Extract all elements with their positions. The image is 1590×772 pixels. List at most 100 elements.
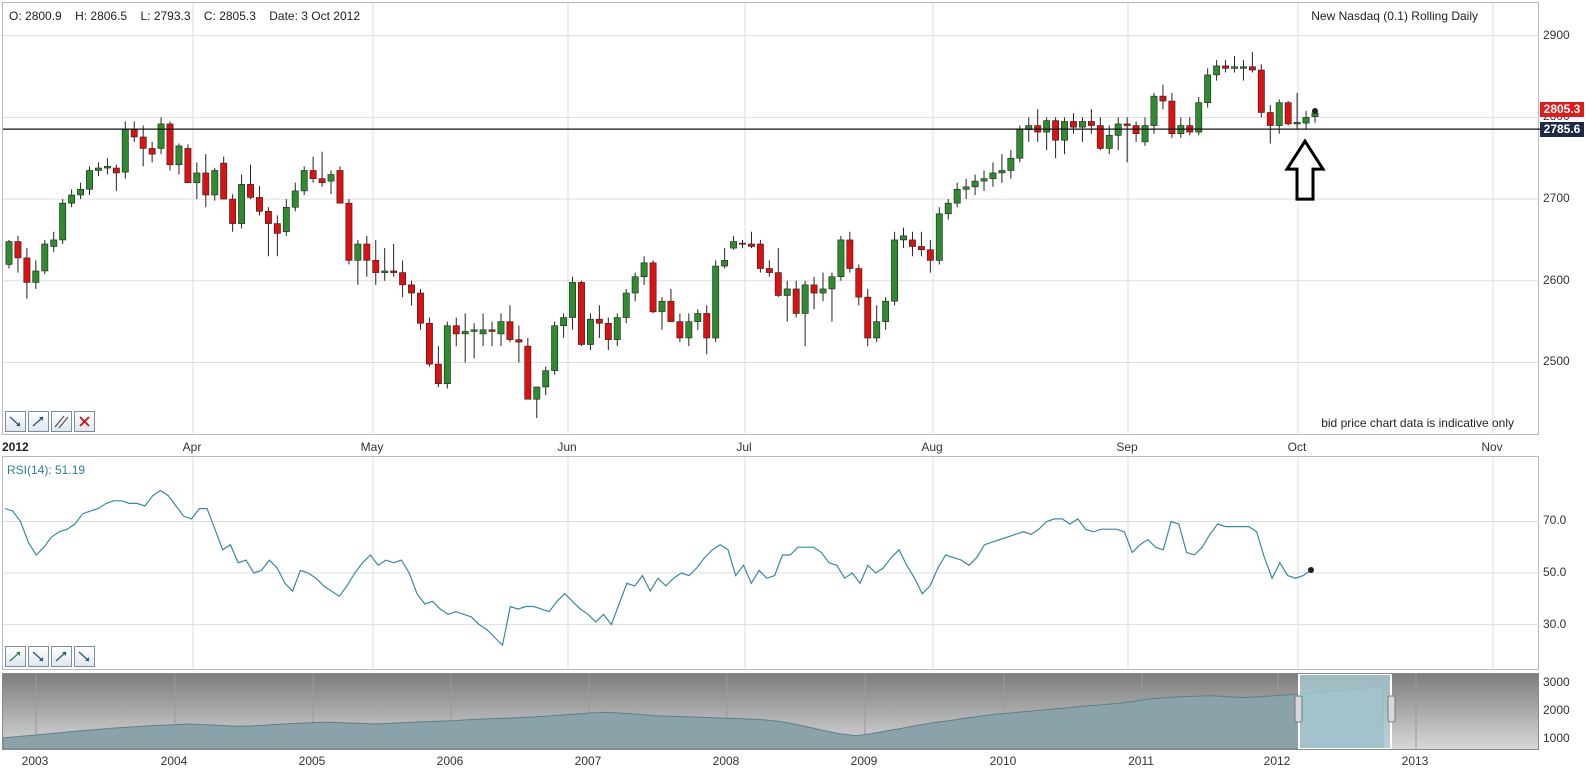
- candle[interactable]: [703, 305, 711, 355]
- candle[interactable]: [41, 239, 49, 275]
- candle[interactable]: [551, 321, 559, 375]
- candle[interactable]: [282, 199, 290, 236]
- candle[interactable]: [801, 280, 809, 347]
- candle[interactable]: [604, 317, 612, 351]
- candle[interactable]: [23, 248, 31, 299]
- candle[interactable]: [506, 305, 514, 343]
- candle[interactable]: [1168, 92, 1176, 138]
- candle[interactable]: [336, 166, 344, 204]
- navigator-left-handle[interactable]: [1294, 695, 1303, 723]
- candle[interactable]: [273, 215, 281, 257]
- candle[interactable]: [917, 231, 925, 257]
- candle[interactable]: [95, 162, 102, 177]
- candle[interactable]: [980, 170, 988, 191]
- candle[interactable]: [318, 151, 326, 187]
- candle[interactable]: [1150, 92, 1158, 134]
- candle[interactable]: [1275, 99, 1283, 134]
- candle[interactable]: [291, 182, 299, 212]
- candle[interactable]: [962, 178, 970, 200]
- candle[interactable]: [1132, 121, 1140, 142]
- candle[interactable]: [1248, 52, 1256, 73]
- candle[interactable]: [935, 207, 943, 265]
- parallel-lines-tool[interactable]: [51, 411, 72, 432]
- candle[interactable]: [14, 235, 22, 273]
- candle[interactable]: [873, 305, 881, 343]
- candle[interactable]: [909, 231, 916, 257]
- candle[interactable]: [1034, 109, 1042, 142]
- candle[interactable]: [649, 260, 657, 314]
- candle[interactable]: [372, 239, 380, 285]
- candle[interactable]: [783, 280, 791, 322]
- candle[interactable]: [998, 154, 1006, 183]
- candle[interactable]: [1213, 60, 1221, 81]
- trendline-up-tool[interactable]: [28, 411, 49, 432]
- candle[interactable]: [461, 313, 469, 363]
- candle[interactable]: [139, 125, 147, 167]
- candle[interactable]: [953, 182, 961, 208]
- candle[interactable]: [515, 325, 523, 363]
- candle[interactable]: [1123, 117, 1131, 163]
- candle[interactable]: [712, 260, 720, 343]
- candle[interactable]: [1204, 68, 1212, 108]
- candle[interactable]: [381, 248, 389, 281]
- candle[interactable]: [443, 321, 451, 389]
- candle[interactable]: [112, 164, 120, 191]
- candle[interactable]: [452, 317, 460, 347]
- candle[interactable]: [256, 186, 263, 216]
- candle[interactable]: [989, 162, 997, 187]
- candle[interactable]: [86, 166, 93, 195]
- candle[interactable]: [542, 366, 550, 396]
- candle[interactable]: [1061, 117, 1068, 155]
- candle[interactable]: [479, 313, 487, 347]
- candle[interactable]: [891, 231, 899, 306]
- candle[interactable]: [613, 313, 621, 347]
- candle[interactable]: [882, 297, 890, 330]
- candle[interactable]: [229, 194, 237, 232]
- candle[interactable]: [721, 248, 729, 269]
- candle[interactable]: [640, 256, 648, 285]
- candle[interactable]: [1266, 105, 1274, 144]
- navigator-panel[interactable]: [2, 673, 1539, 750]
- candle[interactable]: [327, 170, 335, 195]
- candle[interactable]: [220, 156, 228, 200]
- candle[interactable]: [1114, 117, 1122, 151]
- candle[interactable]: [658, 297, 666, 330]
- candle[interactable]: [470, 323, 478, 359]
- candle[interactable]: [363, 235, 371, 277]
- candle[interactable]: [417, 288, 424, 330]
- candle[interactable]: [667, 288, 675, 322]
- candle[interactable]: [944, 199, 952, 220]
- candle[interactable]: [193, 162, 201, 200]
- candle[interactable]: [1007, 150, 1015, 179]
- navigator-plot[interactable]: [3, 674, 1538, 749]
- candle[interactable]: [408, 280, 415, 306]
- candle[interactable]: [685, 313, 693, 347]
- rsi-trendline-up-tool[interactable]: [5, 646, 26, 667]
- candle[interactable]: [1052, 117, 1060, 159]
- candle[interactable]: [68, 189, 76, 208]
- candle[interactable]: [130, 121, 138, 142]
- candle[interactable]: [792, 280, 800, 318]
- candle[interactable]: [846, 231, 854, 273]
- candle[interactable]: [390, 244, 398, 277]
- candle[interactable]: [748, 231, 755, 249]
- candle[interactable]: [1159, 84, 1167, 110]
- candle[interactable]: [810, 276, 818, 310]
- candle[interactable]: [5, 239, 13, 269]
- candle[interactable]: [264, 207, 272, 257]
- candle[interactable]: [730, 235, 737, 250]
- candle[interactable]: [578, 280, 585, 347]
- candle[interactable]: [828, 272, 836, 322]
- candle[interactable]: [175, 143, 183, 175]
- candle[interactable]: [1177, 117, 1185, 138]
- candle[interactable]: [77, 182, 84, 200]
- candle[interactable]: [1186, 117, 1194, 136]
- navigator-right-handle[interactable]: [1387, 695, 1396, 723]
- candle[interactable]: [399, 260, 407, 298]
- candle[interactable]: [533, 386, 541, 419]
- trendline-down-tool[interactable]: [5, 411, 26, 432]
- candle[interactable]: [345, 199, 353, 265]
- candle[interactable]: [157, 117, 165, 155]
- candle[interactable]: [148, 141, 156, 163]
- candle[interactable]: [354, 239, 362, 285]
